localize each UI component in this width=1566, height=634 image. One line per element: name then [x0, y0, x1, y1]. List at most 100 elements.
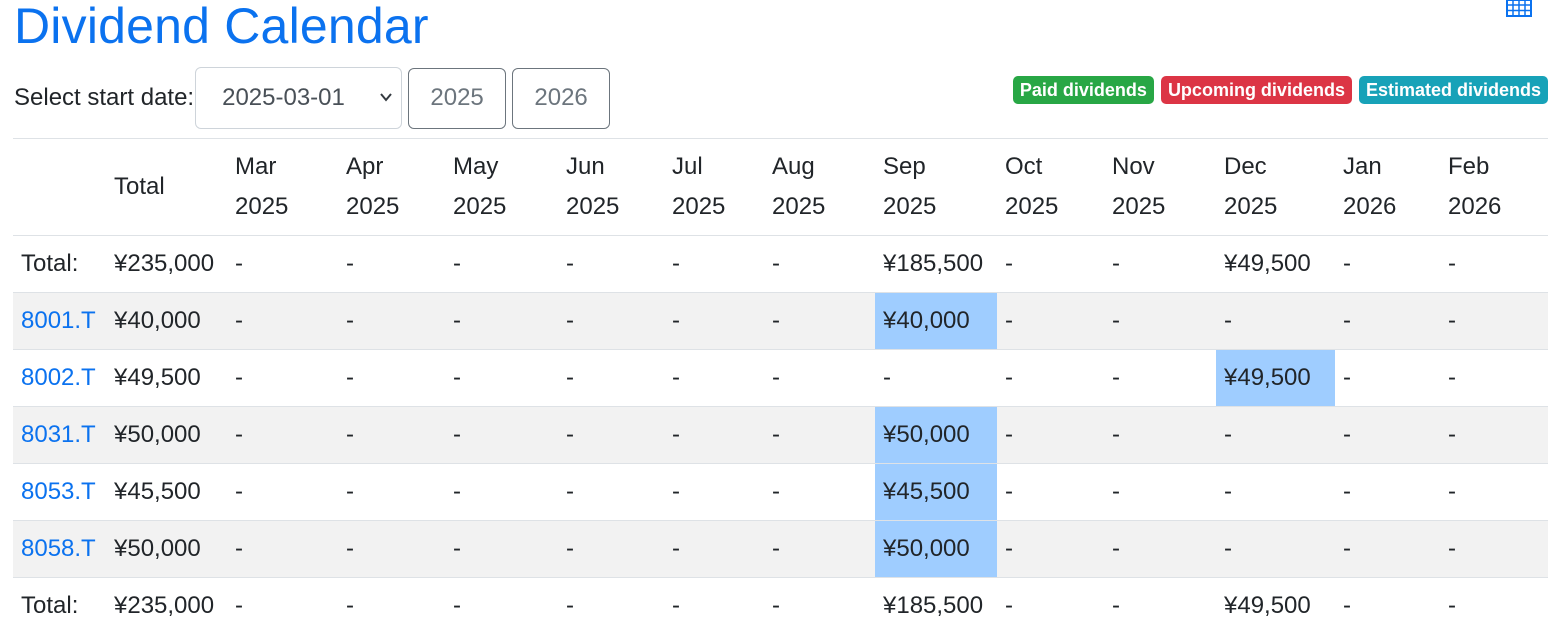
column-header-line2: 2025: [1224, 193, 1278, 220]
ticker-cell: 8031.T: [13, 406, 106, 464]
column-header-month: Nov 2025: [1104, 138, 1216, 236]
table-row: 8053.T ¥45,500- - - - - - ¥45,500- - - - -: [13, 463, 1548, 521]
month-cell: -: [338, 577, 445, 634]
month-cell: -: [997, 577, 1104, 634]
column-header-total: Total: [106, 138, 227, 236]
month-cell: -: [1440, 235, 1548, 293]
month-cell: -: [558, 406, 664, 464]
month-cell: -: [1335, 292, 1440, 350]
start-date-select[interactable]: 2025-03-01: [195, 67, 403, 129]
column-header-line1: Dec: [1224, 153, 1267, 180]
month-cell: -: [1335, 235, 1440, 293]
column-header-line1: Aug: [772, 153, 815, 180]
month-cell: ¥49,500: [1216, 577, 1335, 634]
table-row: 8058.T ¥50,000- - - - - - ¥50,000- - - - -: [13, 520, 1548, 578]
month-cell: -: [997, 406, 1104, 464]
column-header-month: May 2025: [445, 138, 558, 236]
month-cell: ¥40,000: [875, 292, 997, 350]
column-header-line2: 2025: [672, 193, 726, 220]
row-total-cell: ¥45,500: [106, 463, 227, 521]
month-cell: -: [1335, 349, 1440, 407]
total-label: Total:: [13, 235, 106, 293]
month-cell: -: [1104, 520, 1216, 578]
ticker-cell: 8002.T: [13, 349, 106, 407]
month-cell: -: [558, 235, 664, 293]
column-header-line2: 2025: [1112, 193, 1166, 220]
month-cell: -: [1440, 349, 1548, 407]
month-cell: -: [1104, 235, 1216, 293]
month-cell: -: [664, 235, 764, 293]
month-cell: -: [1216, 292, 1335, 350]
column-header-line2: 2025: [1005, 193, 1059, 220]
month-cell: -: [764, 349, 875, 407]
month-cell: -: [558, 577, 664, 634]
month-cell: -: [558, 292, 664, 350]
month-cell: -: [1216, 406, 1335, 464]
month-cell: -: [1335, 520, 1440, 578]
month-cell: -: [764, 292, 875, 350]
month-cell: -: [227, 406, 338, 464]
table-row: 8002.T ¥49,500- - - - - - - - - ¥49,500- -: [13, 349, 1548, 407]
month-cell: ¥45,500: [875, 463, 997, 521]
month-cell: ¥49,500: [1216, 349, 1335, 407]
month-cell: -: [1440, 520, 1548, 578]
month-cell: -: [764, 577, 875, 634]
month-cell: -: [338, 520, 445, 578]
table-row: 8001.T ¥40,000- - - - - - ¥40,000- - - - -: [13, 292, 1548, 350]
ticker-link[interactable]: 8031.T: [21, 421, 96, 448]
month-cell: -: [764, 406, 875, 464]
month-cell: -: [664, 463, 764, 521]
month-cell: -: [227, 577, 338, 634]
table-header-row: Total Mar 2025 Apr 2025 May 2025 Jun 2025 Jul 2025…: [13, 138, 1548, 236]
row-total-cell: ¥49,500: [106, 349, 227, 407]
year-2026-button[interactable]: 2026: [512, 67, 611, 129]
month-cell: ¥50,000: [875, 406, 997, 464]
column-header-month: Aug 2025: [764, 138, 875, 236]
table-body: Total: ¥235,000- - - - - - ¥185,500- - ¥49,500- - 8…: [13, 235, 1548, 634]
start-date-label: Select start date:: [14, 84, 195, 111]
ticker-link[interactable]: 8053.T: [21, 478, 96, 505]
column-header-label: [13, 138, 106, 236]
month-cell: -: [764, 235, 875, 293]
start-date-value: 2025-03-01: [222, 84, 345, 111]
year-2025-button[interactable]: 2025: [408, 67, 507, 129]
column-header-month: Feb 2026: [1440, 138, 1548, 236]
column-header-line1: Total: [114, 173, 165, 200]
month-cell: -: [1335, 577, 1440, 634]
ticker-link[interactable]: 8001.T: [21, 307, 96, 334]
month-cell: -: [558, 463, 664, 521]
ticker-link[interactable]: 8002.T: [21, 364, 96, 391]
month-cell: -: [227, 235, 338, 293]
month-cell: -: [445, 520, 558, 578]
month-cell: -: [338, 235, 445, 293]
month-cell: -: [338, 463, 445, 521]
calendar-grid-icon[interactable]: [1506, 0, 1532, 17]
row-total-cell: ¥235,000: [106, 577, 227, 634]
column-header-month: Sep 2025: [875, 138, 997, 236]
column-header-line1: Nov: [1112, 153, 1155, 180]
month-cell: -: [1335, 406, 1440, 464]
column-header-line1: Mar: [235, 153, 277, 180]
total-row: Total: ¥235,000- - - - - - ¥185,500- - ¥49,500- -: [13, 235, 1548, 293]
month-cell: -: [664, 292, 764, 350]
ticker-link[interactable]: 8058.T: [21, 535, 96, 562]
month-cell: -: [338, 349, 445, 407]
chevron-down-icon: [380, 93, 392, 102]
month-cell: -: [445, 577, 558, 634]
column-header-line2: 2025: [772, 193, 826, 220]
month-cell: -: [1440, 292, 1548, 350]
month-cell: -: [558, 520, 664, 578]
month-cell: -: [997, 349, 1104, 407]
column-header-month: Oct 2025: [997, 138, 1104, 236]
month-cell: -: [338, 406, 445, 464]
column-header-line2: 2026: [1343, 193, 1397, 220]
ticker-cell: 8001.T: [13, 292, 106, 350]
column-header-line1: Jan: [1343, 153, 1382, 180]
column-header-line1: Jun: [566, 153, 605, 180]
month-cell: -: [338, 292, 445, 350]
month-cell: -: [1104, 463, 1216, 521]
month-cell: -: [558, 349, 664, 407]
row-total-cell: ¥40,000: [106, 292, 227, 350]
ticker-cell: 8058.T: [13, 520, 106, 578]
